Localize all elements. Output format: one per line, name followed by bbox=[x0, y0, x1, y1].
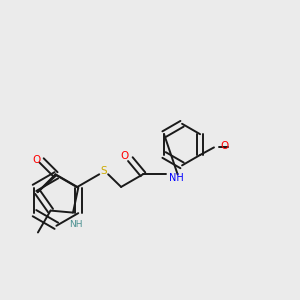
Text: S: S bbox=[100, 166, 107, 176]
Text: O: O bbox=[32, 155, 40, 165]
Text: O: O bbox=[220, 141, 229, 151]
Text: NH: NH bbox=[169, 173, 183, 183]
Text: O: O bbox=[121, 151, 129, 161]
Text: NH: NH bbox=[69, 220, 83, 229]
